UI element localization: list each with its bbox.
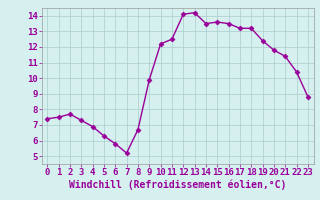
X-axis label: Windchill (Refroidissement éolien,°C): Windchill (Refroidissement éolien,°C) xyxy=(69,180,286,190)
